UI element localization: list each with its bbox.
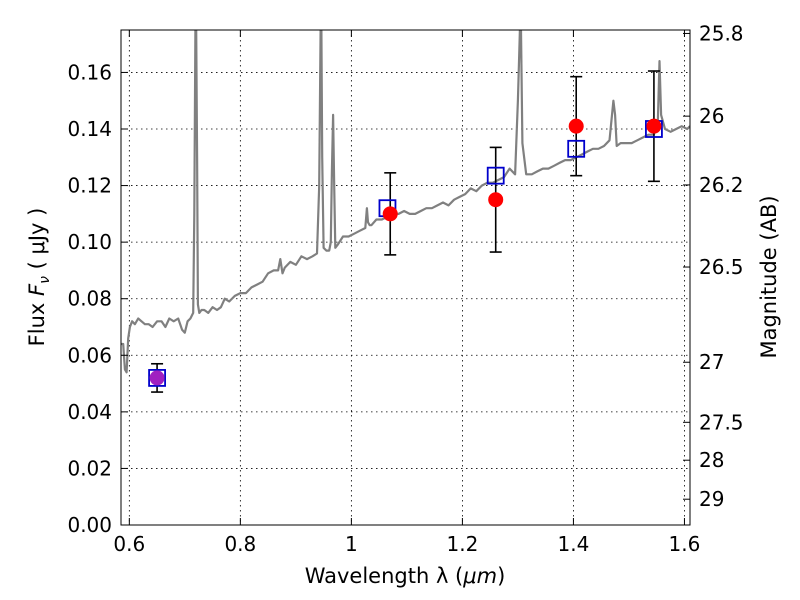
magnitude-tick-label: 26.5 <box>699 255 744 279</box>
observed-point <box>382 206 398 222</box>
magnitude-tick-label: 25.8 <box>699 21 744 45</box>
y-axis-title: Flux Fν ( μJy ) <box>25 208 53 347</box>
model-point <box>567 139 586 158</box>
observed-point <box>568 118 584 134</box>
magnitude-tick-label: 26 <box>699 104 724 128</box>
y-tick-label: 0.14 <box>67 117 112 141</box>
magnitude-tick-label: 29 <box>699 487 724 511</box>
magnitude-tick-label: 26.2 <box>699 173 744 197</box>
magnitude-tick-label: 27 <box>699 350 724 374</box>
observed-point <box>488 192 504 208</box>
y-tick-label: 0.10 <box>67 230 112 254</box>
x-tick-label: 1 <box>345 532 358 556</box>
x-tick-label: 0.8 <box>224 532 256 556</box>
observed-point <box>149 370 165 386</box>
x-tick-label: 0.6 <box>113 532 145 556</box>
plot-frame <box>120 29 691 526</box>
photometry-layer <box>148 70 663 393</box>
axes: 0.6 0.8 1 1.2 1.4 1.6 0.00 0.02 0.04 0.06 0.08 0.10… <box>67 21 743 556</box>
y-tick-label: 0.12 <box>67 174 112 198</box>
x-tick-label: 1.4 <box>558 532 590 556</box>
magnitude-tick-label: 28 <box>699 448 724 472</box>
y-tick-label: 0.04 <box>67 400 112 424</box>
model-point <box>148 369 166 387</box>
observed-point <box>646 118 662 134</box>
x-tick-label: 1.6 <box>669 532 701 556</box>
x-tick-label: 1.2 <box>446 532 478 556</box>
magnitude-axis-title: Magnitude (AB) <box>757 195 781 358</box>
y-tick-label: 0.08 <box>67 287 112 311</box>
y-tick-label: 0.00 <box>67 513 112 537</box>
model-point <box>486 166 505 185</box>
y-tick-label: 0.16 <box>67 60 112 84</box>
y-tick-label: 0.02 <box>67 456 112 480</box>
x-axis-title: Wavelength λ (μm) <box>305 564 506 588</box>
y-tick-label: 0.06 <box>67 343 112 367</box>
magnitude-tick-label: 27.5 <box>699 410 744 434</box>
